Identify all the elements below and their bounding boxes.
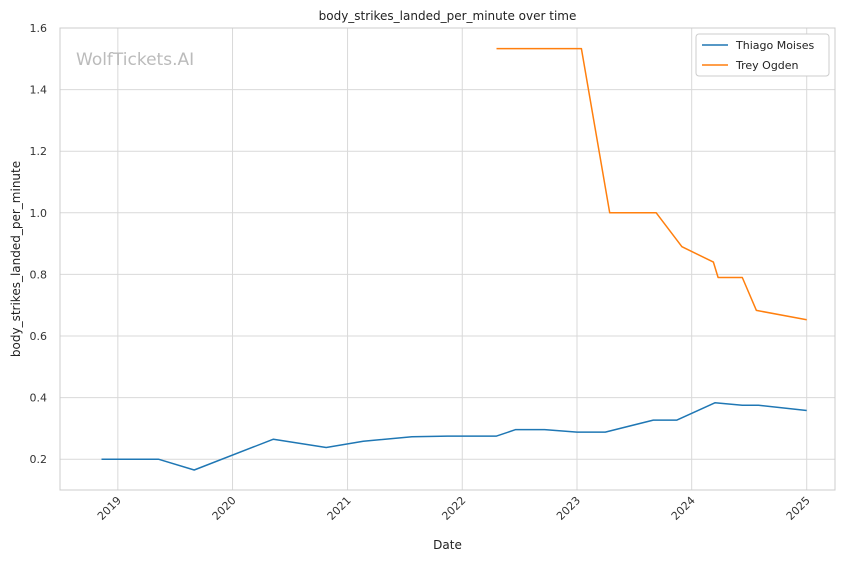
- series-layer: [101, 47, 807, 471]
- y-tick-label: 1.0: [30, 207, 48, 220]
- y-tick-label: 1.2: [30, 145, 48, 158]
- series-line-trey-ogden: [496, 47, 807, 321]
- y-axis-label: body_strikes_landed_per_minute: [9, 161, 23, 357]
- y-tick-label: 0.6: [30, 330, 48, 343]
- y-tick-label: 1.6: [30, 22, 48, 35]
- plot-frame: [59, 27, 836, 491]
- legend: Thiago Moises Trey Ogden: [695, 33, 830, 77]
- watermark: WolfTickets.AI: [76, 50, 194, 70]
- chart-title: body_strikes_landed_per_minute over time: [319, 9, 577, 23]
- y-tick-label: 0.8: [30, 268, 48, 281]
- series-line-thiago-moises: [101, 402, 807, 471]
- legend-label-trey-ogden: Trey Ogden: [735, 59, 799, 72]
- legend-box: [695, 33, 830, 77]
- y-tick-label: 0.4: [30, 392, 48, 405]
- plot-area: [60, 28, 835, 490]
- y-tick-label: 0.2: [30, 453, 48, 466]
- y-tick-label: 1.4: [30, 84, 48, 97]
- legend-label-thiago-moises: Thiago Moises: [735, 39, 814, 52]
- y-tick-labels: 0.2 0.4 0.6 0.8 1.0 1.2 1.4 1.6: [30, 22, 48, 466]
- x-axis-label: Date: [433, 538, 462, 552]
